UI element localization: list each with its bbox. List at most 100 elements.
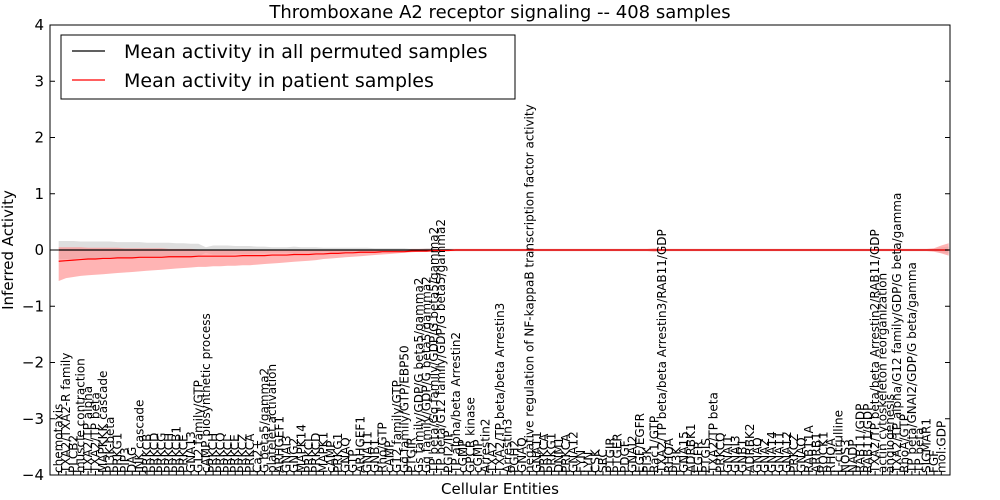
x-tick-label: GNAQ <box>750 437 764 473</box>
x-tick-label: TXA2/TP beta/beta Arrestin3 <box>493 303 507 474</box>
x-tick-label: GNAI2 <box>625 435 639 473</box>
x-tick-label: GNA13 <box>184 431 198 473</box>
y-tick-label: 0 <box>34 241 44 259</box>
legend-label-patient: Mean activity in patient samples <box>124 70 434 92</box>
x-tick-label: GNAI3 <box>728 435 742 473</box>
x-tick-label: ADRBK2 <box>743 423 757 473</box>
x-tick-label: TXA2/TP beta <box>706 392 720 474</box>
x-tick-label: Gq family/GDP/G beta5/gamma2 <box>419 276 433 473</box>
x-tick-label: muscle contraction <box>74 358 88 473</box>
x-tick-label: cAMP biosynthetic process <box>199 313 213 473</box>
x-tick-label: TP beta/G12 family/GDP/G beta5/gamma2 <box>434 219 448 474</box>
x-tick-label: PRKCE <box>177 434 191 473</box>
x-tick-label: PDGF <box>618 440 632 473</box>
y-tick-label: −1 <box>22 297 44 315</box>
x-tick-label: GNAZ <box>758 438 772 473</box>
x-tick-label: TXA2/TP alpha <box>81 386 95 474</box>
x-tick-label: TXA2/TP beta/beta Arrestin3/RAB11/GDP <box>655 229 669 474</box>
x-tick-label: PRKG1 <box>544 433 558 473</box>
x-tick-label: PRKCD <box>147 433 161 473</box>
x-tick-label: PRKCQ <box>214 432 228 473</box>
x-tick-label: TXA2/TP alpha/G12 family/GDP/G beta/gamm… <box>890 193 904 474</box>
x-tick-label: TP beta/Gq family/GDP/G beta5/gamma2 <box>427 227 441 474</box>
legend-label-permuted: Mean activity in all permuted samples <box>124 41 487 63</box>
x-tick-label: GNA12 <box>780 431 794 473</box>
x-tick-label: GNAQ <box>339 437 353 473</box>
band-patient <box>58 243 949 281</box>
x-tick-label: PI3K-beta <box>103 417 117 473</box>
x-tick-label: GNAQ <box>795 437 809 473</box>
x-tick-label: PRKCA <box>537 433 551 473</box>
y-axis: −4 −3 −2 −1 0 1 2 3 4 <box>22 16 950 484</box>
y-tick-label: 4 <box>34 16 44 34</box>
x-tick-label: EGFR <box>692 441 706 473</box>
x-tick-label: SRC <box>596 449 610 473</box>
x-tick-label: cAMP <box>383 441 397 473</box>
x-tick-label: angiogenesis <box>883 394 897 473</box>
x-axis-label: Cellular Entities <box>441 480 559 498</box>
x-tick-label: DNM1 <box>552 437 566 473</box>
x-tick-label: GNA11 <box>530 431 544 473</box>
x-tick-label: TXA2/TXA2-R family <box>59 353 73 474</box>
x-tick-label: Gs family/GDP/G beta5/gamma2 <box>412 278 426 473</box>
x-tick-label: Arrestin2 <box>478 418 492 473</box>
x-tick-label: GNAI1 <box>721 435 735 473</box>
x-tick-label: GTP <box>346 450 360 473</box>
x-tick-label: PRKCG <box>155 433 169 473</box>
x-tick-label: GPCR kinase <box>464 397 478 473</box>
x-tick-label: PRKCZ <box>236 434 250 473</box>
x-tick-label: GNB1 <box>736 439 750 473</box>
legend: Mean activity in all permuted samples Me… <box>60 34 516 100</box>
x-tick-label: Rho/GTP <box>375 422 389 473</box>
x-tick-label: cGMP <box>456 439 470 473</box>
x-tick-label: ARRB1 <box>809 432 823 473</box>
x-tick-label: platelet activation <box>265 364 279 473</box>
legend-box <box>60 34 516 100</box>
x-tick-label: PRKCQ <box>714 432 728 473</box>
series-line-patient <box>58 249 949 262</box>
x-tick-label: EGF/EGFR <box>633 413 647 473</box>
x-tick-label: RAB11/GDP <box>861 404 875 473</box>
x-tick-label: Gq family/GTP/EBP50 <box>397 345 411 473</box>
x-tick-label: PTGER <box>611 433 625 473</box>
x-tick-label: RHOA <box>824 437 838 473</box>
x-tick-label: RAB11A <box>802 424 816 473</box>
x-tick-label: GNAQ <box>515 437 529 473</box>
y-axis-label: Inferred Activity <box>0 190 17 310</box>
x-tick-label: JNK cascade <box>133 400 147 474</box>
x-tick-label: cGMP <box>471 439 485 473</box>
x-tick-label: SIGMAR1 <box>920 418 934 473</box>
x-tick-label: PTGIR <box>603 437 617 473</box>
x-tick-label: GNAI3 <box>280 435 294 473</box>
x-tick-label: ADRBK1 <box>684 423 698 473</box>
x-tick-label: PTGIR <box>405 437 419 473</box>
x-tick-label: RAB11/GDP <box>853 404 867 473</box>
x-tick-label: NADP <box>846 439 860 473</box>
x-tick-label: PI3K <box>670 446 684 473</box>
x-tick-label: G12 family/GTP <box>191 380 205 473</box>
x-tick-label: PRKCH <box>162 433 176 473</box>
x-tick-label: RHOA <box>662 437 676 473</box>
x-tick-label: PRKCI <box>221 438 235 473</box>
x-tick-label: MAPK14 <box>294 424 308 473</box>
x-tick-label: TXA2/TP beta <box>88 392 102 474</box>
y-tick-label: 3 <box>34 72 44 90</box>
x-tick-label: PRKCB <box>140 434 154 473</box>
y-tick-label: −3 <box>22 410 44 428</box>
x-tick-label: ROCK1 <box>817 431 831 473</box>
x-tick-label: G beta5/gamma2 <box>258 368 272 473</box>
chart-title: Thromboxane A2 receptor signaling -- 408… <box>268 2 730 23</box>
y-tick-label: −4 <box>22 466 44 484</box>
x-tick-label: PIP3 <box>118 447 132 473</box>
x-tick-label: TXA2/TP beta/beta Arrestin2/RAB11/GDP <box>868 229 882 474</box>
y-tick-label: −2 <box>22 354 44 372</box>
x-tick-label: GNA14 <box>765 431 779 473</box>
x-tick-label: PRKCE <box>228 434 242 473</box>
x-tick-label: G12 family/GTP <box>390 380 404 473</box>
x-tick-label: CSK <box>589 448 603 473</box>
x-tick-label: FYN <box>574 450 588 473</box>
x-tick-label: ARHGEF1 <box>353 416 367 473</box>
plot-area <box>50 241 950 281</box>
